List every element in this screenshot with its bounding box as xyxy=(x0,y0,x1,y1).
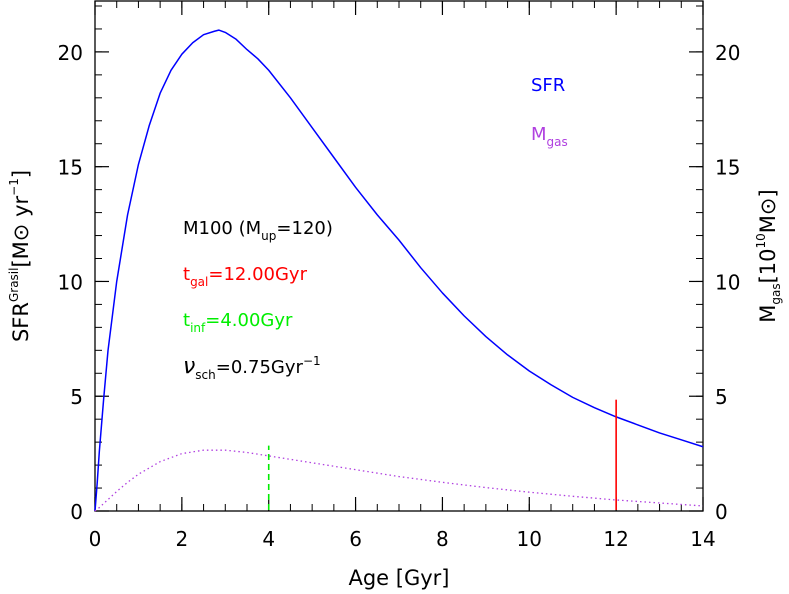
annotation-tinf: tinf=4.00Gyr xyxy=(183,310,293,335)
y-left-sup: Grasil xyxy=(7,268,21,303)
legend-label: M xyxy=(531,124,547,145)
annotation-text: t xyxy=(183,264,190,285)
y-right-sym: M xyxy=(756,215,780,233)
annotation-subscript: inf xyxy=(190,321,206,335)
plot-frame xyxy=(94,0,704,512)
markers-layer xyxy=(267,399,617,510)
annotation-text: =120) xyxy=(276,218,332,239)
y-tick-label-right: 15 xyxy=(715,156,740,180)
series-layer xyxy=(94,29,704,512)
x-tick-label: 2 xyxy=(175,527,188,551)
annotation-text: =12.00Gyr xyxy=(208,264,307,285)
y-right-main: M xyxy=(756,305,780,323)
y-tick-label-left: 10 xyxy=(58,270,83,294)
y-tick-label-left: 0 xyxy=(70,500,83,524)
annotation-subscript: sch xyxy=(195,368,215,382)
series-line-mgas xyxy=(94,449,704,512)
annotation-text: M100 (M xyxy=(183,218,261,239)
y-right-sun: ⊙ xyxy=(756,197,780,215)
x-tick-label: 14 xyxy=(690,527,715,551)
y-right-sub: gas xyxy=(769,283,783,304)
x-tick-label: 8 xyxy=(436,527,449,551)
x-tick-label: 6 xyxy=(349,527,362,551)
legend-entry: Mgas xyxy=(531,124,568,149)
annotation-superscript: −1 xyxy=(303,354,321,368)
x-axis-title: Age [Gyr] xyxy=(348,566,449,590)
annotation-symbol: ν xyxy=(183,354,195,379)
annotation-nu: νsch=0.75Gyr−1 xyxy=(183,354,321,382)
legend-label: SFR xyxy=(531,75,565,96)
y-tick-label-right: 5 xyxy=(715,385,728,409)
x-tick-label: 12 xyxy=(603,527,628,551)
legend-subscript: gas xyxy=(547,135,568,149)
x-tick-label: 10 xyxy=(517,527,542,551)
y-tick-label-left: 20 xyxy=(58,41,83,65)
annotation-model: M100 (Mup=120) xyxy=(183,218,333,243)
y-tick-label-left: 5 xyxy=(70,385,83,409)
y-tick-label-right: 0 xyxy=(715,500,728,524)
x-tick-label: 4 xyxy=(262,527,275,551)
annotation-subscript: up xyxy=(261,229,276,243)
legend-entry: SFR xyxy=(531,75,565,96)
y-axis-title-right: Mgas[1010M⊙] xyxy=(754,189,783,323)
y-left-sun: ⊙ xyxy=(9,224,33,242)
annotation-text: =0.75Gyr xyxy=(216,357,304,378)
annotation-text: t xyxy=(183,310,190,331)
y-axis-title-left: SFRGrasil[M⊙ yr−1] xyxy=(7,170,33,342)
y-tick-label-left: 15 xyxy=(58,156,83,180)
y-tick-label-right: 20 xyxy=(715,41,740,65)
y-left-tail: yr xyxy=(9,195,33,223)
y-left-tail-sup: −1 xyxy=(7,178,21,196)
y-right-unit-sup: 10 xyxy=(754,233,768,248)
x-tick-label: 0 xyxy=(89,527,102,551)
annotation-text: =4.00Gyr xyxy=(205,310,293,331)
y-right-close: ] xyxy=(756,189,780,197)
y-left-main: SFR xyxy=(9,302,33,342)
y-left-close: ] xyxy=(9,170,33,178)
legend: SFR Mgas xyxy=(531,75,568,149)
y-left-unit: [M xyxy=(9,241,33,267)
annotation-subscript: gal xyxy=(190,275,208,289)
annotation-tgal: tgal=12.00Gyr xyxy=(183,264,308,289)
series-line-sfr xyxy=(94,29,704,512)
y-right-unit: [10 xyxy=(756,248,780,283)
annotations: M100 (Mup=120)tgal=12.00Gyrtinf=4.00Gyrν… xyxy=(183,218,333,382)
y-tick-label-right: 10 xyxy=(715,270,740,294)
